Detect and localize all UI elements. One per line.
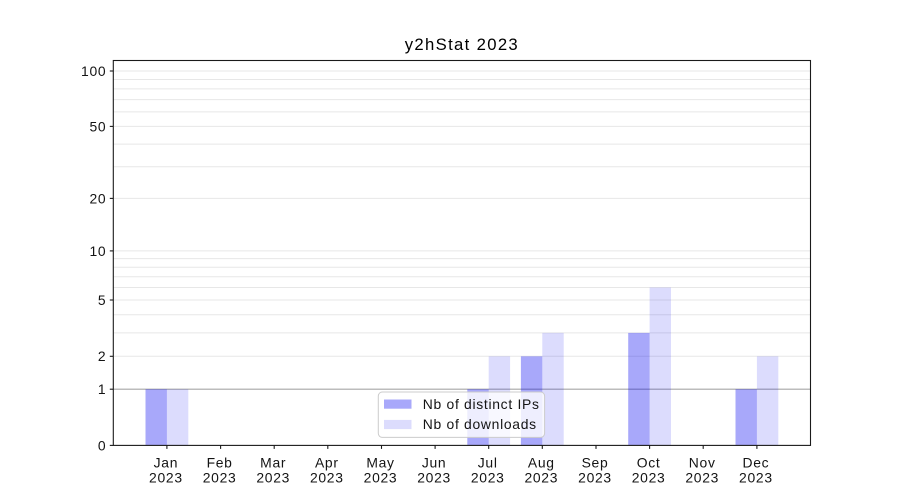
svg-text:2023: 2023 [256, 469, 290, 485]
svg-text:y2hStat 2023: y2hStat 2023 [405, 35, 519, 54]
svg-text:2023: 2023 [203, 469, 237, 485]
svg-text:Nov: Nov [689, 455, 716, 471]
svg-text:50: 50 [89, 118, 106, 134]
svg-text:5: 5 [98, 292, 106, 308]
svg-text:2023: 2023 [471, 469, 505, 485]
svg-text:2023: 2023 [524, 469, 558, 485]
svg-text:Nb of downloads: Nb of downloads [423, 416, 537, 432]
svg-text:2023: 2023 [417, 469, 451, 485]
svg-text:2023: 2023 [149, 469, 183, 485]
svg-text:Oct: Oct [637, 455, 661, 471]
svg-text:Nb of distinct IPs: Nb of distinct IPs [423, 396, 540, 412]
svg-text:Sep: Sep [582, 455, 609, 471]
svg-text:20: 20 [89, 190, 106, 206]
svg-text:Jul: Jul [478, 455, 498, 471]
svg-text:2023: 2023 [578, 469, 612, 485]
svg-text:Jun: Jun [422, 455, 447, 471]
svg-text:2023: 2023 [685, 469, 719, 485]
svg-text:May: May [366, 455, 394, 471]
svg-text:2023: 2023 [364, 469, 398, 485]
svg-text:2023: 2023 [310, 469, 344, 485]
svg-text:Apr: Apr [315, 455, 339, 471]
svg-text:Dec: Dec [742, 455, 769, 471]
svg-text:Feb: Feb [207, 455, 233, 471]
svg-text:10: 10 [89, 243, 106, 259]
svg-text:Mar: Mar [260, 455, 286, 471]
svg-text:Jan: Jan [154, 455, 179, 471]
svg-text:0: 0 [98, 437, 106, 453]
svg-text:2: 2 [98, 348, 106, 364]
svg-text:2023: 2023 [739, 469, 773, 485]
svg-text:100: 100 [81, 63, 106, 79]
svg-text:1: 1 [98, 381, 106, 397]
svg-text:Aug: Aug [528, 455, 555, 471]
svg-text:2023: 2023 [632, 469, 666, 485]
